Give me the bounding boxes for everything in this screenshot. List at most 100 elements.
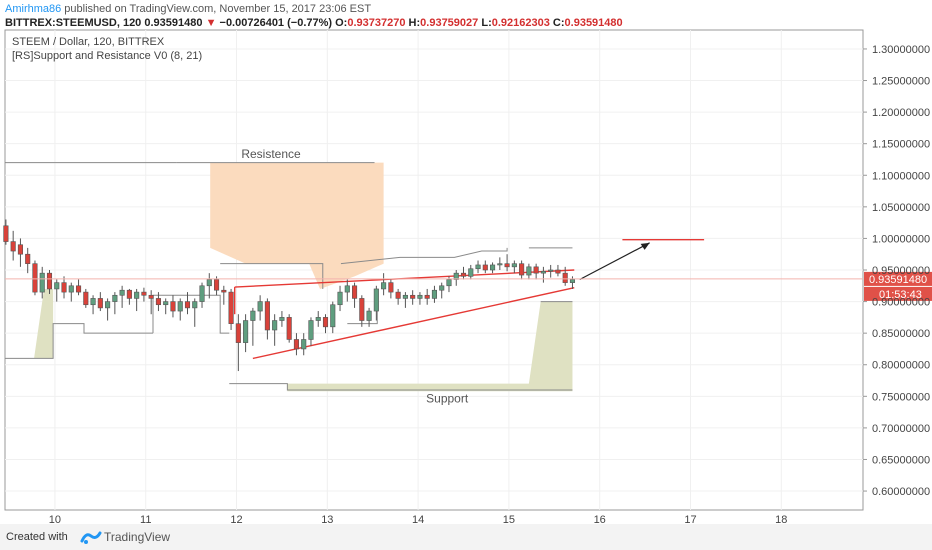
candle-body	[381, 282, 387, 290]
candle-body	[395, 291, 401, 299]
price-tag: 0.93591480	[869, 274, 927, 286]
candle-body	[330, 304, 336, 328]
candle-body	[475, 264, 481, 270]
last-price: 0.93591480	[144, 17, 203, 29]
publish-text: published on TradingView.com, November 1…	[61, 3, 372, 15]
x-tick-label: 14	[412, 514, 424, 524]
candle-body	[446, 279, 452, 287]
change-down-icon: ▼	[205, 17, 217, 29]
candle-body	[569, 279, 576, 283]
close-label: C:	[552, 17, 565, 29]
candle-body	[431, 289, 438, 299]
low-value: 0.92162303	[491, 17, 550, 29]
candle-body	[453, 272, 459, 280]
x-tick-label: 12	[230, 514, 242, 524]
low-label: L:	[481, 17, 492, 29]
candle-body	[257, 301, 263, 312]
candle-body	[3, 225, 9, 242]
candle-body	[526, 266, 532, 276]
y-tick-label: 1.10000000	[872, 170, 930, 182]
price-change: −0.00726401 (−0.77%)	[219, 17, 333, 29]
candle-body	[293, 339, 299, 350]
candle-body	[468, 268, 474, 277]
y-tick-label: 0.90000000	[872, 297, 930, 309]
candle-body	[170, 301, 176, 312]
candle-body	[61, 282, 67, 293]
price-tag-bg	[864, 271, 932, 286]
candle-body	[279, 317, 285, 321]
close-value: 0.93591480	[564, 17, 623, 29]
sr-line	[340, 247, 508, 265]
target-arrow	[579, 242, 650, 281]
candle-body	[54, 282, 60, 290]
candle-body	[126, 289, 132, 299]
candle-body	[322, 317, 329, 328]
y-tick-label: 0.65000000	[872, 454, 930, 466]
candle-body	[221, 289, 227, 293]
y-tick-label: 0.75000000	[872, 391, 930, 403]
candle-body	[97, 298, 103, 309]
x-tick-label: 13	[321, 514, 333, 524]
candle-body	[112, 294, 118, 302]
candle-body	[148, 294, 154, 299]
candle-body	[213, 279, 220, 291]
y-tick-label: 0.95000000	[872, 265, 930, 277]
open-value: 0.93737270	[347, 17, 406, 29]
candle-body	[562, 272, 568, 283]
tradingview-brand[interactable]: TradingView	[104, 530, 171, 544]
y-tick-label: 1.20000000	[872, 107, 930, 119]
candle-body	[155, 298, 161, 306]
candle-body	[228, 291, 234, 324]
candle-body	[344, 285, 350, 293]
candle-body	[32, 263, 38, 293]
candle-body	[184, 301, 191, 309]
candle-body	[199, 285, 205, 302]
symbol: BITTREX:STEEMUSD, 120	[5, 17, 142, 29]
resistance-label: Resistence	[241, 147, 301, 161]
candle-body	[402, 294, 408, 299]
candle-body	[490, 264, 496, 271]
y-tick-label: 1.15000000	[872, 139, 930, 151]
candle-body	[548, 269, 554, 272]
candle-body	[75, 285, 82, 293]
candle-body	[39, 272, 45, 293]
candle-body	[119, 289, 125, 296]
x-tick-label: 15	[503, 514, 515, 524]
ohlc-line: BITTREX:STEEMUSD, 120 0.93591480 ▼ −0.00…	[5, 17, 623, 29]
candle-body	[264, 301, 270, 331]
support-zone	[34, 288, 54, 359]
x-tick-label: 18	[775, 514, 787, 524]
candle-body	[352, 285, 358, 299]
y-tick-label: 1.05000000	[872, 202, 930, 214]
countdown-tag: 01:53:43	[879, 289, 922, 301]
sr-line	[152, 294, 230, 334]
candle-body	[424, 294, 430, 299]
publish-info: Amirhma86 published on TradingView.com, …	[5, 3, 371, 15]
candle-body	[286, 317, 292, 340]
lower-trendline	[252, 287, 575, 360]
candle-body	[417, 294, 423, 299]
candle-body	[410, 294, 416, 299]
candle-body	[90, 298, 96, 306]
candle-body	[192, 301, 198, 309]
candle-body	[243, 320, 249, 343]
x-tick-label: 11	[140, 514, 151, 524]
candle-body	[388, 282, 394, 293]
candle-body	[315, 317, 321, 321]
candle-body	[308, 320, 314, 340]
high-value: 0.93759027	[420, 17, 479, 29]
candle-body	[235, 323, 241, 343]
candle-body	[68, 285, 74, 293]
chart-header: Amirhma86 published on TradingView.com, …	[0, 0, 932, 30]
legend-title: STEEM / Dollar, 120, BITTREX	[12, 36, 165, 48]
candle-body	[373, 288, 379, 312]
candle-body	[177, 301, 183, 312]
open-label: O:	[335, 17, 348, 29]
support-zone	[287, 301, 573, 392]
candle-body	[482, 264, 488, 271]
candle-body	[206, 279, 212, 287]
author-link[interactable]: Amirhma86	[5, 3, 62, 15]
price-chart[interactable]: 0.93591480 01:53:43 Resistence Support 0.60…	[0, 0, 932, 524]
candle-body	[366, 310, 372, 321]
candle-body	[83, 291, 89, 306]
